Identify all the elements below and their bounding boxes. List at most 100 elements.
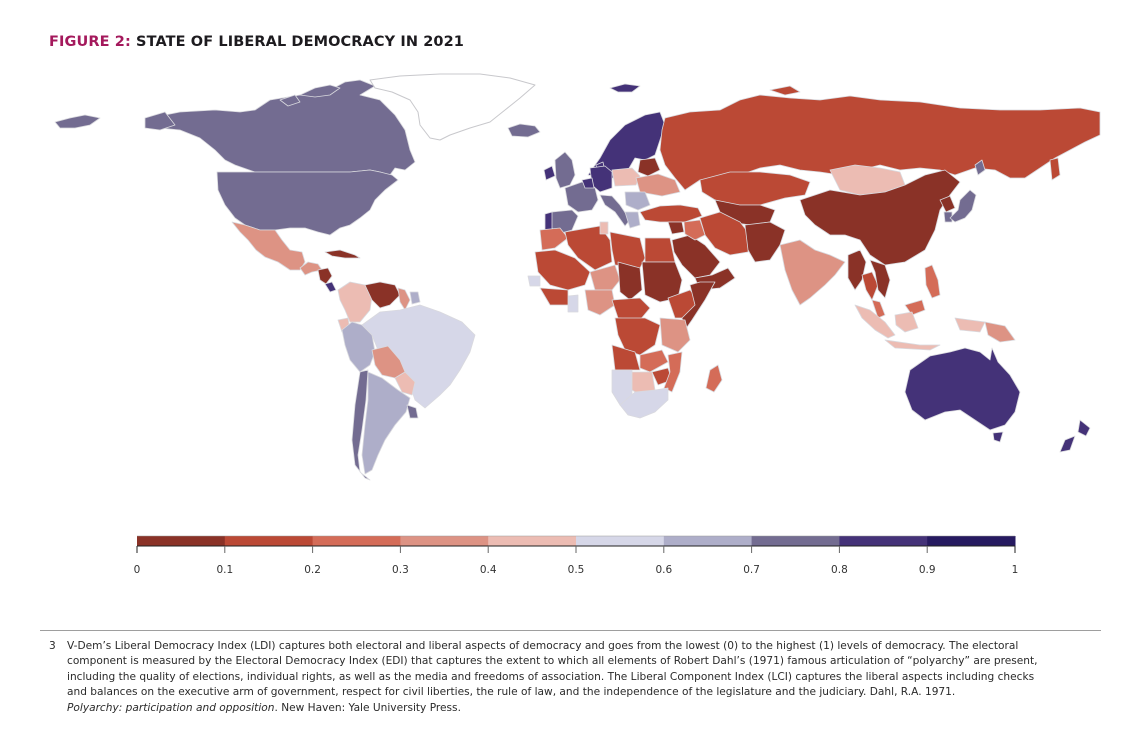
country-shape: [507, 123, 541, 138]
country-shape: [1059, 435, 1076, 453]
country-shape: [581, 177, 595, 189]
country-angola: [611, 344, 641, 371]
legend-bin-3: [400, 536, 489, 546]
country-kenya-tanzania: [659, 317, 691, 353]
country-afghanistan-pakistan: [744, 221, 786, 263]
country-somalia-eritrea: [681, 281, 716, 331]
footnote-line: V-Dem’s Liberal Democracy Index (LDI) ca…: [67, 640, 1019, 652]
country-shape: [854, 304, 896, 339]
country-shape: [639, 204, 703, 223]
footnote-divider: [40, 630, 1101, 631]
footnote-text: V-Dem’s Liberal Democracy Index (LDI) ca…: [67, 639, 1057, 716]
country-shape: [584, 289, 616, 316]
country-canada: [149, 79, 416, 176]
legend-bin-1: [224, 536, 314, 546]
country-zambia: [639, 349, 669, 373]
country-vietnam-laos-cambodia: [869, 259, 891, 299]
figure-title-text: STATE OF LIBERAL DEMOCRACY IN 2021: [130, 34, 464, 50]
country-united-states: [54, 111, 399, 236]
country-shape: [904, 299, 926, 316]
country-tunisia: [599, 221, 609, 235]
country-shape: [54, 114, 101, 129]
country-shape: [364, 281, 401, 309]
legend-tick-label: 0: [134, 564, 141, 576]
legend-bin-8: [839, 536, 928, 546]
country-germany: [581, 165, 613, 193]
country-shape: [279, 94, 301, 107]
country-shape: [954, 317, 986, 333]
country-shape: [397, 287, 411, 311]
country-australia: [904, 347, 1021, 443]
country-niger: [589, 264, 621, 291]
country-south-africa: [619, 387, 669, 419]
country-venezuela: [364, 281, 401, 309]
country-shape: [361, 371, 411, 475]
color-legend: 0 0.1 0.2 0.3 0.4 0.5 0.6 0.7 0.8 0.9 1: [134, 535, 1018, 576]
country-iran: [699, 211, 751, 256]
country-paraguay: [394, 371, 416, 396]
country-shape: [409, 291, 421, 305]
country-shape: [394, 371, 416, 396]
country-shape: [216, 169, 399, 236]
country-shape: [992, 431, 1004, 443]
country-japan: [949, 159, 986, 223]
country-greenland: [369, 73, 536, 141]
country-shape: [924, 264, 941, 299]
country-shape: [609, 83, 641, 93]
country-shape: [567, 294, 579, 313]
legend-tick-label: 0.8: [831, 564, 848, 576]
country-ireland: [543, 165, 556, 181]
country-shape: [534, 249, 591, 291]
country-shape: [699, 211, 751, 256]
country-argentina: [361, 371, 411, 475]
country-shape: [871, 299, 886, 319]
country-mozambique: [663, 351, 683, 393]
country-shape: [299, 84, 341, 98]
country-chad: [617, 261, 643, 301]
legend-bin-0: [137, 536, 226, 546]
footnote-publisher: . New Haven: Yale University Press.: [274, 701, 461, 714]
country-shape: [984, 321, 1016, 343]
legend-tick-label: 0.1: [216, 564, 233, 576]
country-shape: [699, 171, 811, 206]
country-nigeria: [584, 289, 616, 316]
country-greece: [624, 211, 641, 229]
country-iceland: [507, 123, 541, 138]
country-shape: [351, 369, 371, 481]
legend-bin-5: [576, 536, 665, 546]
country-shape: [949, 189, 977, 223]
country-new-zealand: [1059, 419, 1091, 453]
legend-bin-7: [751, 536, 840, 546]
country-shape: [624, 191, 651, 211]
country-shape: [943, 211, 953, 223]
country-costa-rica: [324, 281, 337, 293]
country-shape: [554, 151, 576, 189]
legend-tick-label: 0.4: [480, 564, 497, 576]
legend-bin-2: [312, 536, 401, 546]
footnote-line: and balances on the executive arm of gov…: [67, 686, 956, 699]
footnote-number: 3: [49, 640, 56, 652]
country-nicaragua: [317, 267, 333, 285]
country-syria: [667, 221, 685, 235]
country-united-kingdom: [554, 151, 576, 189]
country-shape: [543, 165, 556, 181]
country-shape: [341, 321, 376, 373]
country-china: [799, 169, 961, 266]
country-shape: [369, 73, 536, 141]
figure-title: FIGURE 2: STATE OF LIBERAL DEMOCRACY IN …: [49, 34, 464, 50]
country-ghana: [567, 294, 579, 313]
footnote-book-title: Polyarchy: participation and opposition: [67, 701, 275, 714]
country-shape: [667, 221, 685, 235]
country-guyana: [397, 287, 411, 311]
country-iraq: [683, 219, 706, 241]
country-dr-congo: [614, 317, 661, 356]
country-central-africa: [539, 287, 651, 321]
legend-bin-4: [488, 536, 577, 546]
country-shape: [659, 317, 691, 353]
world-map: [54, 73, 1101, 481]
country-shape: [614, 317, 661, 356]
country-shape: [149, 79, 416, 176]
country-shape: [589, 264, 621, 291]
legend-tick-label: 0.7: [743, 564, 760, 576]
country-shape: [861, 271, 879, 301]
